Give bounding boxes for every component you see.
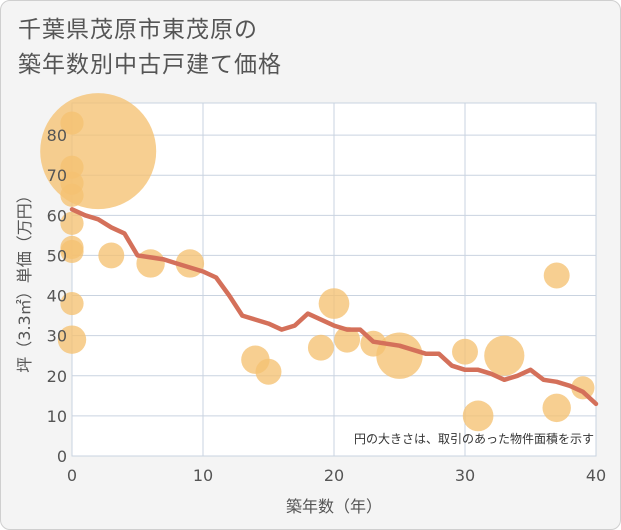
bubble-point	[462, 400, 494, 432]
bubble-series	[40, 93, 595, 432]
size-annotation: 円の大きさは、取引のあった物件面積を示す	[354, 431, 594, 446]
bubble-point	[376, 332, 423, 379]
bubble-point	[98, 242, 125, 269]
chart-title: 千葉県茂原市東茂原の 築年数別中古戸建て価格	[18, 13, 282, 83]
x-tick-labels: 0 10 20 30 40	[67, 466, 606, 485]
y-tick-label: 40	[47, 287, 67, 306]
y-tick-label: 20	[47, 367, 67, 386]
plot-border	[71, 102, 597, 457]
bubble-point	[57, 325, 87, 354]
bubble-point	[452, 338, 478, 365]
y-tick-label: 60	[47, 206, 67, 225]
x-tick-label: 40	[586, 466, 606, 485]
bubble-point	[60, 291, 84, 316]
bubble-point	[542, 393, 571, 423]
y-tick-label: 0	[57, 447, 67, 466]
y-tick-label: 10	[47, 407, 67, 426]
bubble-point	[484, 335, 525, 376]
y-axis-label: 坪（3.3㎡）単価（万円）	[15, 187, 34, 372]
x-tick-label: 30	[455, 466, 475, 485]
x-axis-label: 築年数（年）	[286, 497, 382, 516]
y-tick-labels: 0 10 20 30 40 50 60 70 80	[47, 126, 67, 466]
y-tick-label: 30	[47, 327, 67, 346]
x-tick-label: 20	[324, 466, 344, 485]
x-tick-label: 10	[193, 466, 213, 485]
bubble-point	[318, 288, 350, 319]
bubble-point	[60, 239, 84, 264]
y-tick-label: 70	[47, 166, 67, 185]
trend-line	[69, 207, 599, 407]
bubble-point	[136, 249, 165, 278]
bubble-point	[255, 358, 282, 385]
y-tick-label: 50	[47, 246, 67, 265]
y-tick-label: 80	[47, 126, 67, 145]
x-tick-label: 0	[67, 466, 77, 485]
title-line-1: 千葉県茂原市東茂原の	[18, 17, 258, 43]
title-line-2: 築年数別中古戸建て価格	[18, 52, 282, 78]
bubble-point	[40, 93, 157, 210]
bubble-point	[571, 376, 595, 400]
bubble-point	[334, 326, 361, 353]
bubble-point	[60, 211, 84, 235]
bubble-point	[307, 334, 334, 361]
bubble-point	[543, 262, 570, 289]
